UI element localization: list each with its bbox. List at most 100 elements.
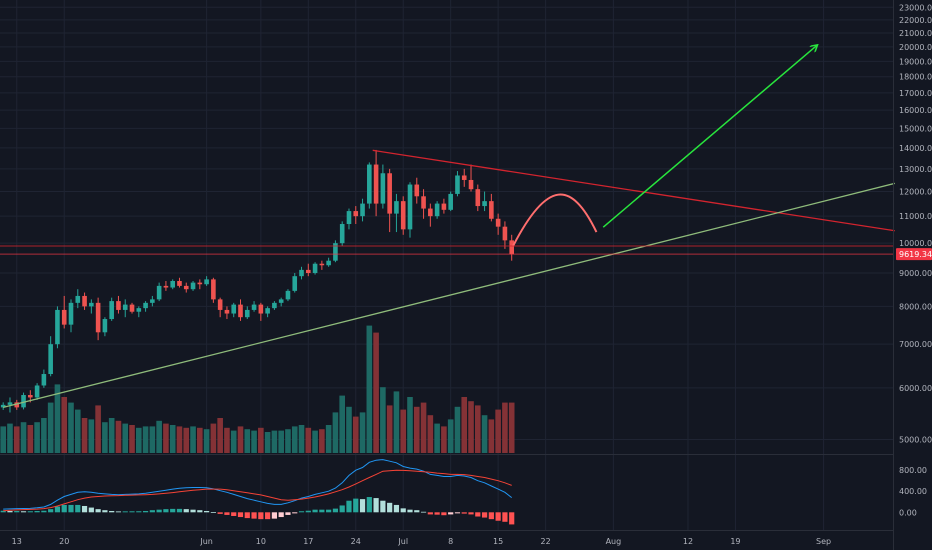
candle-body [326,260,331,266]
candle[interactable] [163,280,169,291]
candle[interactable] [468,164,474,192]
candle[interactable] [0,402,6,410]
candle[interactable] [238,299,243,321]
candle[interactable] [244,306,250,320]
candle[interactable] [441,198,447,214]
candle[interactable] [421,189,426,219]
candle[interactable] [326,257,331,267]
drawing-annotations[interactable] [0,45,895,409]
candle[interactable] [299,266,304,280]
candlestick-series[interactable] [0,149,514,413]
candle[interactable] [190,280,196,291]
candle[interactable] [109,297,114,321]
candle-body [156,285,162,300]
candle[interactable] [251,301,257,312]
target-arrow[interactable] [602,45,817,228]
candle[interactable] [55,306,60,349]
candle[interactable] [339,221,345,247]
candle[interactable] [434,201,440,219]
candle[interactable] [143,301,148,312]
candle[interactable] [204,276,209,286]
volume-bar [508,402,515,453]
candle[interactable] [482,191,487,212]
trendline[interactable] [3,182,895,409]
candle-body [204,279,209,285]
candle[interactable] [21,392,26,410]
candle[interactable] [217,297,223,318]
candle[interactable] [7,397,13,413]
candle[interactable] [34,383,40,400]
macd-axis-labels: 0.00 400.00 800.00 [899,466,927,517]
candle[interactable] [278,297,284,307]
candle[interactable] [150,295,155,307]
candle[interactable] [312,262,318,275]
candle[interactable] [170,279,175,290]
candle[interactable] [183,282,189,293]
candle[interactable] [360,198,365,222]
axes [0,0,894,550]
candle[interactable] [41,369,47,388]
candle[interactable] [367,162,372,209]
candle[interactable] [122,299,128,318]
candle[interactable] [502,221,508,249]
time-axis-labels[interactable]: 13 20 Jun 10 17 24 Jul 8 15 22 Aug 12 19 Sep [12,537,831,546]
candle[interactable] [353,206,359,225]
candle[interactable] [448,191,453,212]
candle[interactable] [373,149,379,217]
candle[interactable] [102,317,108,337]
candle[interactable] [258,302,264,321]
candle[interactable] [489,193,494,222]
candle[interactable] [414,177,420,204]
macd-histogram-bar [129,511,135,513]
candle[interactable] [211,277,216,303]
candle[interactable] [394,193,399,233]
candle[interactable] [306,263,311,277]
candle[interactable] [75,289,81,309]
macd-histogram-bar [14,510,20,513]
candle[interactable] [224,306,230,320]
candle[interactable] [68,299,74,333]
candle[interactable] [116,295,121,314]
candle[interactable] [346,208,352,230]
candle[interactable] [400,196,406,235]
macd-histogram-bar [68,504,74,513]
candle[interactable] [272,301,277,310]
candle[interactable] [495,213,501,235]
candle[interactable] [461,168,467,187]
current-price-label: 9619.34 [899,250,932,259]
time-tick-label: 12 [683,537,693,546]
candle[interactable] [292,273,298,293]
candle[interactable] [136,306,142,318]
candle[interactable] [475,184,481,212]
candle[interactable] [89,299,94,314]
candle[interactable] [265,306,270,318]
candle[interactable] [387,168,392,233]
candle[interactable] [177,277,182,288]
macd-histogram-bar [122,511,128,513]
candle[interactable] [14,399,20,410]
candle[interactable] [428,203,433,227]
candle[interactable] [197,279,203,290]
candle[interactable] [319,260,325,270]
signal-line [3,469,512,512]
candle[interactable] [61,295,67,329]
candle[interactable] [407,182,413,238]
candle[interactable] [82,292,87,310]
candle[interactable] [95,297,101,341]
candle[interactable] [156,282,162,302]
candle[interactable] [285,289,291,302]
candle[interactable] [48,336,53,377]
candle[interactable] [231,302,237,318]
candle-body [197,282,203,285]
candle[interactable] [455,171,460,197]
trendline[interactable] [372,149,895,232]
candle[interactable] [129,302,135,314]
volume-bar [244,429,251,453]
projection-curve[interactable] [512,193,598,247]
price-axis-labels[interactable]: 5000.00 6000.00 7000.00 8000.00 9000.00 10000… [899,3,932,444]
time-tick-label: 8 [448,537,453,546]
candle[interactable] [509,234,514,261]
candle[interactable] [380,164,386,209]
candle[interactable] [333,240,338,263]
